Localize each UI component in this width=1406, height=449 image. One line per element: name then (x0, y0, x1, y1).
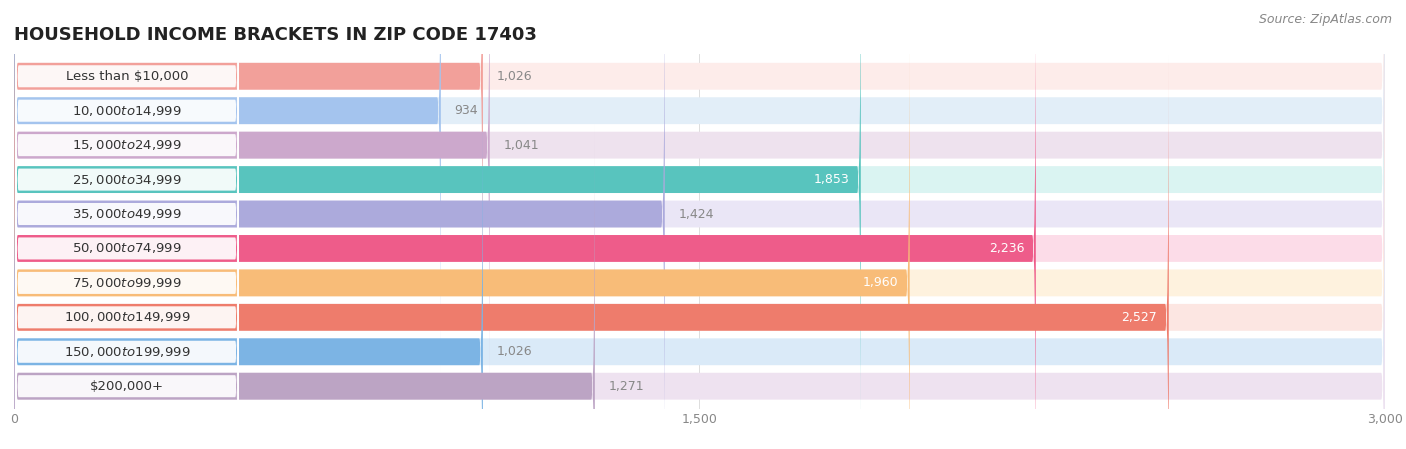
FancyBboxPatch shape (14, 124, 595, 449)
Text: 1,026: 1,026 (496, 70, 533, 83)
Text: $150,000 to $199,999: $150,000 to $199,999 (63, 345, 190, 359)
Text: 1,853: 1,853 (814, 173, 849, 186)
FancyBboxPatch shape (15, 0, 239, 341)
FancyBboxPatch shape (15, 0, 239, 444)
Text: HOUSEHOLD INCOME BRACKETS IN ZIP CODE 17403: HOUSEHOLD INCOME BRACKETS IN ZIP CODE 17… (14, 26, 537, 44)
Text: 1,960: 1,960 (863, 277, 898, 290)
Text: 1,424: 1,424 (679, 207, 714, 220)
FancyBboxPatch shape (14, 0, 441, 373)
Text: $10,000 to $14,999: $10,000 to $14,999 (72, 104, 181, 118)
Text: $35,000 to $49,999: $35,000 to $49,999 (72, 207, 181, 221)
FancyBboxPatch shape (14, 55, 1385, 449)
FancyBboxPatch shape (14, 0, 1036, 449)
Text: $100,000 to $149,999: $100,000 to $149,999 (63, 310, 190, 324)
FancyBboxPatch shape (15, 0, 239, 449)
FancyBboxPatch shape (14, 0, 489, 407)
Text: Less than $10,000: Less than $10,000 (66, 70, 188, 83)
FancyBboxPatch shape (14, 90, 1385, 449)
FancyBboxPatch shape (15, 0, 239, 375)
Text: 1,271: 1,271 (609, 380, 644, 393)
FancyBboxPatch shape (14, 0, 665, 449)
FancyBboxPatch shape (15, 87, 239, 449)
FancyBboxPatch shape (15, 122, 239, 449)
Text: $25,000 to $34,999: $25,000 to $34,999 (72, 172, 181, 187)
Text: $200,000+: $200,000+ (90, 380, 165, 393)
Text: $50,000 to $74,999: $50,000 to $74,999 (72, 242, 181, 255)
Text: Source: ZipAtlas.com: Source: ZipAtlas.com (1258, 13, 1392, 26)
Text: 2,236: 2,236 (988, 242, 1025, 255)
FancyBboxPatch shape (14, 0, 1385, 407)
Text: $15,000 to $24,999: $15,000 to $24,999 (72, 138, 181, 152)
FancyBboxPatch shape (14, 0, 860, 442)
FancyBboxPatch shape (14, 0, 1385, 442)
FancyBboxPatch shape (14, 90, 482, 449)
FancyBboxPatch shape (14, 0, 1385, 449)
Text: $75,000 to $99,999: $75,000 to $99,999 (72, 276, 181, 290)
FancyBboxPatch shape (14, 0, 1385, 339)
Text: 934: 934 (454, 104, 478, 117)
FancyBboxPatch shape (15, 18, 239, 449)
FancyBboxPatch shape (15, 0, 239, 449)
FancyBboxPatch shape (14, 21, 910, 449)
FancyBboxPatch shape (14, 124, 1385, 449)
FancyBboxPatch shape (15, 0, 239, 409)
FancyBboxPatch shape (14, 55, 1168, 449)
Text: 1,026: 1,026 (496, 345, 533, 358)
Text: 1,041: 1,041 (503, 139, 538, 152)
FancyBboxPatch shape (14, 0, 482, 339)
FancyBboxPatch shape (14, 0, 1385, 449)
Text: 2,527: 2,527 (1122, 311, 1157, 324)
FancyBboxPatch shape (15, 53, 239, 449)
FancyBboxPatch shape (14, 21, 1385, 449)
FancyBboxPatch shape (14, 0, 1385, 373)
